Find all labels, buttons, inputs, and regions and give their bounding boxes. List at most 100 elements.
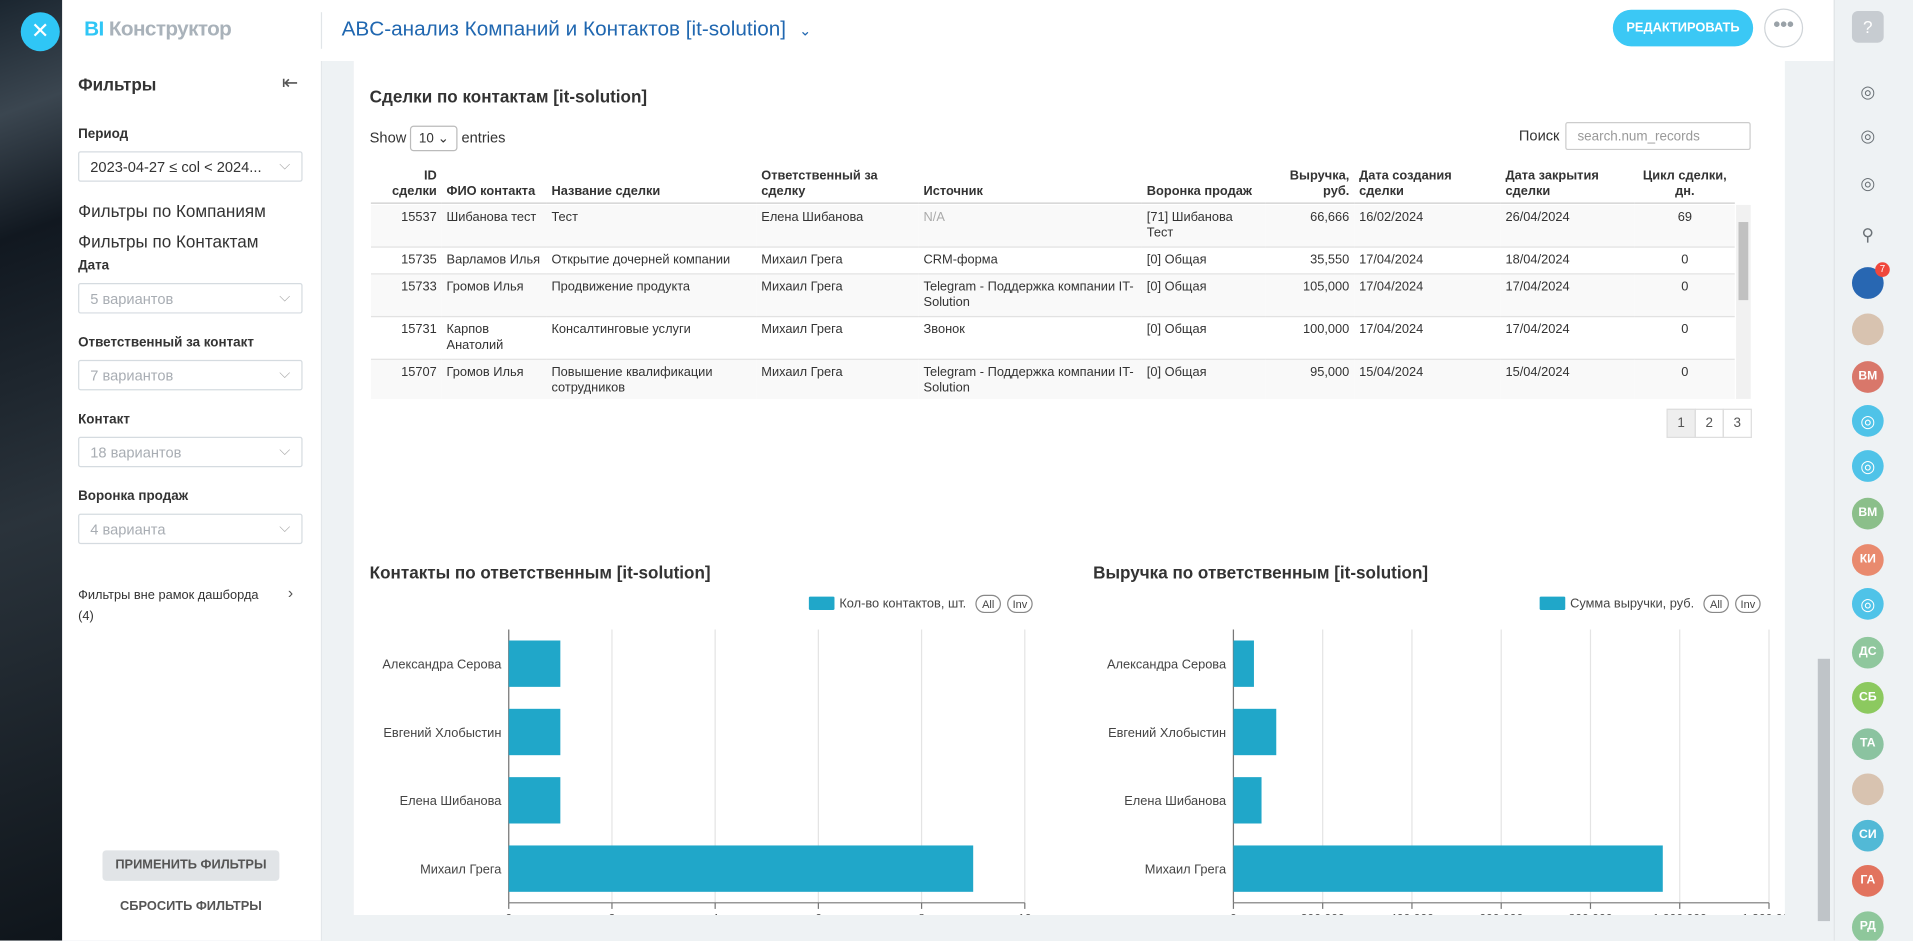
- header-row: ID сделки ФИО контакта Название сделки Отве…: [370, 165, 1735, 204]
- table-cell: 0: [1634, 359, 1735, 399]
- column-header[interactable]: Цикл сделки, дн.: [1634, 165, 1735, 204]
- table-cell: Открытие дочерней компании: [546, 247, 757, 275]
- x-tick-label: 4: [712, 911, 719, 915]
- legend-button[interactable]: [1735, 594, 1761, 614]
- y-tick-label: Михаил Грега: [420, 862, 502, 877]
- legend-swatch: [808, 596, 835, 610]
- filter-select[interactable]: 5 вариантов: [78, 282, 303, 314]
- y-tick-label: Елена Шибанова: [400, 793, 503, 808]
- apply-button[interactable]: ПРИМЕНИТЬ ФИЛЬТРЫ: [102, 850, 280, 881]
- filter-select[interactable]: 7 вариантов: [78, 359, 303, 391]
- column-header[interactable]: Ответственный за сделку: [756, 165, 919, 204]
- close-button[interactable]: ✕: [20, 12, 60, 52]
- table-row: 15733 Громов Илья Продвижение продукта Миха…: [370, 273, 1735, 318]
- column-header[interactable]: Дата создания сделки: [1354, 165, 1501, 204]
- badge: 7: [1875, 262, 1890, 277]
- table-row: 15731 Карпов Анатолий Консалтинговые услуг…: [370, 316, 1735, 360]
- legend-label: Сумма выручки, руб.: [1570, 596, 1694, 611]
- reset-button[interactable]: СБРОСИТЬ ФИЛЬТРЫ: [120, 899, 262, 914]
- background: [0, 0, 63, 941]
- search-icon: ⚲: [1861, 224, 1875, 244]
- scrollbar[interactable]: [1736, 204, 1751, 399]
- section-title: Фильтры по Контактам: [78, 231, 259, 252]
- table-cell: Елена Шибанова: [756, 204, 919, 248]
- avatar: СБ: [1851, 681, 1884, 714]
- icon-icon: ◎: [1860, 125, 1876, 146]
- page-button[interactable]: 2: [1694, 408, 1724, 438]
- table-cell: N/A: [918, 204, 1142, 248]
- column-header[interactable]: Дата закрытия сделки: [1500, 165, 1635, 204]
- column-header[interactable]: Воронка продаж: [1141, 165, 1266, 204]
- x-tick-label: 8: [918, 911, 925, 915]
- filter-select[interactable]: 4 варианта: [78, 512, 303, 545]
- column-header[interactable]: ФИО контакта: [441, 165, 547, 204]
- bar: [1233, 777, 1262, 824]
- y-tick-label: Михаил Грега: [1145, 862, 1227, 877]
- legend-button[interactable]: [1703, 594, 1729, 614]
- period-input[interactable]: 2023-04-27 ≤ col < 2024...: [78, 150, 303, 182]
- table-cell: 0: [1634, 273, 1735, 318]
- bar: [1233, 640, 1254, 687]
- table-cell: 0: [1634, 316, 1735, 360]
- column-header[interactable]: ID сделки: [370, 165, 442, 204]
- table-cell: [0] Общая: [1141, 316, 1266, 360]
- table-cell: 15731: [370, 316, 442, 360]
- dashboard-title[interactable]: ABC-анализ Компаний и Контактов [it-solu…: [342, 17, 812, 41]
- collapse-button[interactable]: ⇤: [281, 73, 299, 94]
- logo-bi: BI: [84, 17, 104, 41]
- table-cell: Telegram - Поддержка компании IT-Solutio…: [918, 273, 1142, 318]
- bar: [1233, 708, 1277, 756]
- legend-swatch: [1539, 596, 1566, 610]
- table-cell: Михаил Грега: [756, 273, 919, 318]
- x-tick-label: 0: [505, 911, 512, 915]
- page-size-select[interactable]: 10 ⌄: [410, 125, 458, 152]
- table-cell: 15/04/2024: [1500, 359, 1635, 399]
- icon-icon: ◎: [1851, 588, 1884, 620]
- edit-button[interactable]: РЕДАКТИРОВАТЬ: [1612, 9, 1754, 47]
- search-input[interactable]: search.num_records: [1565, 122, 1751, 151]
- avatar: ТА: [1851, 728, 1884, 761]
- table-cell: 15735: [370, 247, 442, 275]
- charts: Контакты по ответственным [it-solution] 0…: [370, 563, 1785, 915]
- page-scrollbar[interactable]: [1817, 658, 1830, 922]
- table-cell: 17/04/2024: [1354, 273, 1501, 318]
- table-header: ID сделки ФИО контакта Название сделки Отве…: [370, 165, 1735, 204]
- filter-label: Дата: [78, 258, 110, 274]
- filter-select[interactable]: 18 вариантов: [78, 436, 303, 468]
- x-tick-label: 10: [1018, 911, 1032, 915]
- table-cell: [0] Общая: [1141, 247, 1266, 275]
- column-header[interactable]: Источник: [918, 165, 1142, 204]
- more-button[interactable]: •••: [1764, 8, 1804, 48]
- legend-button[interactable]: [1007, 594, 1033, 614]
- page-button[interactable]: 3: [1722, 408, 1752, 438]
- bar: [508, 845, 974, 892]
- table-cell: Повышение квалификации сотрудников: [546, 359, 757, 399]
- x-tick-label: 6: [815, 911, 822, 915]
- page-size: Show 10 ⌄ entries: [369, 125, 505, 152]
- table-cell: 15/04/2024: [1354, 359, 1501, 399]
- legend-button[interactable]: [975, 594, 1001, 614]
- column-header[interactable]: Выручка, руб.: [1265, 165, 1355, 204]
- table-cell: 105,000: [1265, 273, 1355, 318]
- filter-label: Период: [78, 126, 129, 142]
- page-button[interactable]: 1: [1666, 408, 1696, 438]
- table-cell: [0] Общая: [1141, 359, 1266, 399]
- column-header[interactable]: Название сделки: [546, 165, 757, 204]
- help-icon: ?: [1851, 10, 1884, 43]
- legend-button-label: All: [1710, 599, 1722, 611]
- table-body-viewport: 15537 Шибанова тест Тест Елена Шибанова N/A[…: [370, 204, 1735, 399]
- x-tick-label: 600,000: [1479, 911, 1523, 915]
- section-title: Фильтры по Компаниям: [78, 201, 266, 221]
- legend-button-label: All: [982, 599, 994, 611]
- outside-filters[interactable]: Фильтры вне рамок дашборда (4): [78, 588, 259, 624]
- table-row: 15735 Варламов Илья Открытие дочерней комп…: [370, 247, 1735, 275]
- table-row: 15537 Шибанова тест Тест Елена Шибанова N/A[…: [370, 204, 1735, 248]
- scroll-thumb[interactable]: [1738, 222, 1749, 301]
- show-label: Show: [369, 129, 407, 147]
- table-cell: CRM-форма: [918, 247, 1142, 275]
- logo: BI Конструктор: [84, 17, 232, 41]
- bar: [508, 708, 561, 756]
- table-cell: 16/02/2024: [1354, 204, 1501, 248]
- table-cell: Звонок: [918, 316, 1142, 360]
